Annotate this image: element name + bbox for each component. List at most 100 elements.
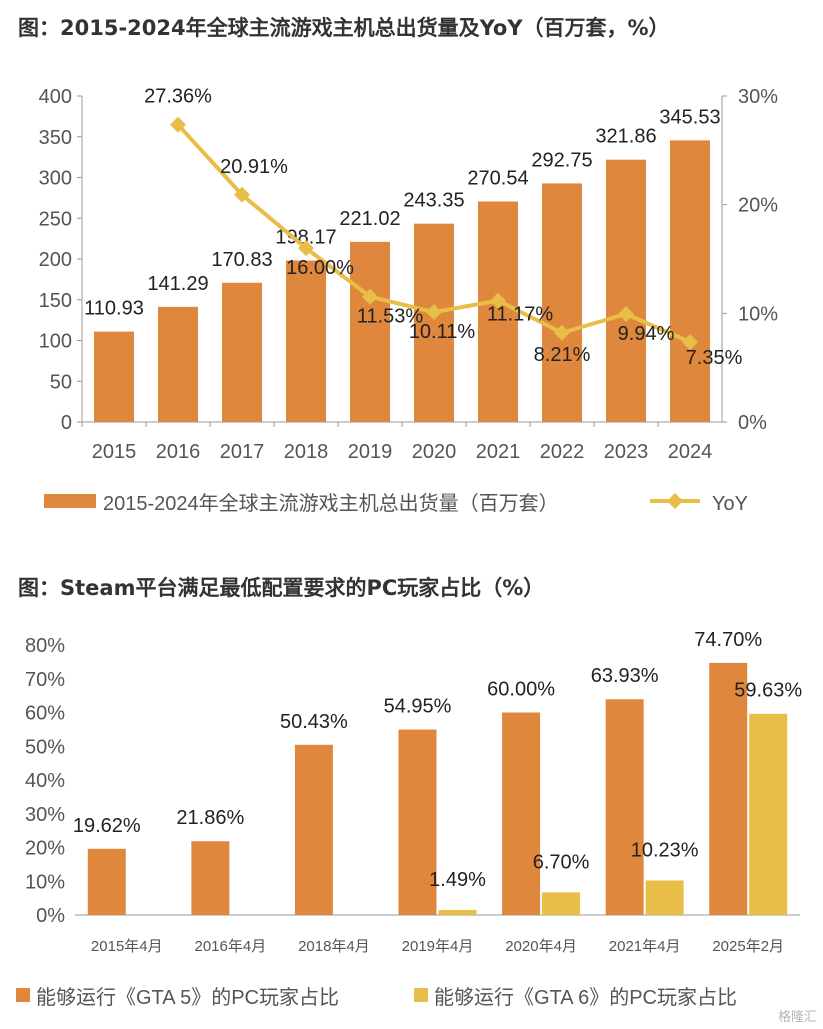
bar bbox=[222, 282, 262, 422]
bar-label: 321.86 bbox=[595, 126, 656, 148]
bar-label: 141.29 bbox=[147, 273, 208, 295]
yoy-marker bbox=[298, 240, 314, 257]
y-tick-label: 80% bbox=[25, 635, 65, 657]
bar-label: 345.53 bbox=[659, 106, 720, 128]
bar-label: 221.02 bbox=[339, 208, 400, 230]
x-tick-label: 2022 bbox=[540, 441, 585, 463]
yoy-marker bbox=[554, 324, 570, 341]
y-tick-label: 100 bbox=[39, 331, 72, 353]
y2-tick-label: 10% bbox=[738, 303, 778, 325]
x-tick-label: 2019年4月 bbox=[402, 938, 474, 955]
x-tick-label: 2016年4月 bbox=[194, 938, 266, 955]
shipments-chart-panel: 图：2015-2024年全球主流游戏主机总出货量及YoY（百万套，%） 0 50 1… bbox=[18, 16, 779, 515]
y-tick-label: 50% bbox=[25, 736, 65, 758]
legend-marker bbox=[667, 493, 683, 509]
bar bbox=[478, 201, 518, 422]
y2-tick-label: 0% bbox=[738, 412, 767, 434]
bar-gta5 bbox=[398, 729, 437, 915]
legend-label: 2015-2024年全球主流游戏主机总出货量（百万套） bbox=[103, 492, 559, 515]
bar bbox=[350, 241, 390, 422]
x-tick-label: 2018 bbox=[284, 441, 329, 463]
y-tick-label: 350 bbox=[39, 127, 72, 149]
legend-swatch-bars bbox=[44, 494, 96, 508]
bar-gta5 bbox=[294, 744, 333, 915]
yoy-marker bbox=[618, 305, 634, 322]
yoy-label: 27.36% bbox=[144, 86, 212, 108]
chart-title: 图：Steam平台满足最低配置要求的PC玩家占比（%） bbox=[18, 576, 545, 600]
y-tick-label: 30% bbox=[25, 804, 65, 826]
watermark: 格隆汇 bbox=[777, 1010, 817, 1025]
bar bbox=[286, 260, 326, 422]
steam-chart: 0% 10% 20% 30% 40% 50% 60% 70% 80% 2015年4月 19.62% 2… bbox=[16, 629, 802, 1009]
y2-tick-label: 20% bbox=[738, 195, 778, 217]
bar-gta6 bbox=[438, 909, 477, 915]
yoy-label: 8.21% bbox=[534, 344, 591, 366]
x-tick-label: 2023 bbox=[604, 441, 649, 463]
y-tick-label: 150 bbox=[39, 290, 72, 312]
bar-gta6 bbox=[542, 892, 581, 915]
y-tick-label: 0 bbox=[61, 412, 72, 434]
legend-swatch-gta6 bbox=[414, 988, 428, 1002]
bar-gta5 bbox=[191, 841, 230, 915]
steam-chart-panel: 图：Steam平台满足最低配置要求的PC玩家占比（%） 0% 10% 20% 30% 4… bbox=[0, 560, 823, 1029]
yoy-marker bbox=[362, 288, 378, 305]
yoy-label: 16.00% bbox=[286, 257, 354, 279]
legend-label: 能够运行《GTA 6》的PC玩家占比 bbox=[434, 986, 737, 1009]
y-tick-label: 40% bbox=[25, 770, 65, 792]
bar-label-gta5: 19.62% bbox=[73, 815, 141, 837]
bar-gta5 bbox=[87, 848, 126, 915]
x-tick-label: 2017 bbox=[220, 441, 265, 463]
x-tick-label: 2021 bbox=[476, 441, 521, 463]
bar-gta5 bbox=[709, 662, 748, 915]
bar bbox=[158, 306, 198, 422]
x-tick-label: 2024 bbox=[668, 441, 713, 463]
bar-label: 243.35 bbox=[403, 190, 464, 212]
x-tick-label: 2018年4月 bbox=[298, 938, 370, 955]
bar-label-gta6: 1.49% bbox=[429, 869, 486, 891]
legend-swatch-gta5 bbox=[16, 988, 30, 1002]
bar-gta6 bbox=[749, 713, 788, 915]
x-tick-label: 2015 bbox=[92, 441, 137, 463]
x-tick-label: 2020年4月 bbox=[505, 938, 577, 955]
bar-label-gta6: 6.70% bbox=[533, 851, 590, 873]
bar-label-gta6: 59.63% bbox=[734, 680, 802, 702]
y-tick-label: 400 bbox=[39, 86, 72, 108]
x-tick-label: 2025年2月 bbox=[712, 938, 784, 955]
bar-label-gta5: 21.86% bbox=[176, 807, 244, 829]
x-tick-label: 2019 bbox=[348, 441, 393, 463]
yoy-label: 11.53% bbox=[357, 306, 424, 328]
bar bbox=[670, 140, 710, 422]
y-tick-label: 70% bbox=[25, 669, 65, 691]
yoy-marker bbox=[170, 116, 186, 133]
x-tick-label: 2015年4月 bbox=[91, 938, 163, 955]
yoy-marker bbox=[490, 292, 506, 309]
yoy-label: 7.35% bbox=[686, 347, 743, 369]
bar-label: 110.93 bbox=[84, 298, 144, 320]
x-tick-label: 2016 bbox=[156, 441, 201, 463]
bar-label: 292.75 bbox=[531, 149, 592, 171]
yoy-label: 9.94% bbox=[618, 323, 675, 345]
bar bbox=[414, 223, 454, 422]
y-tick-label: 50 bbox=[50, 371, 72, 393]
yoy-marker bbox=[234, 186, 250, 203]
y-tick-label: 300 bbox=[39, 168, 72, 190]
bar-label-gta5: 63.93% bbox=[591, 665, 659, 687]
yoy-label: 20.91% bbox=[220, 156, 288, 178]
bar-label: 198.17 bbox=[275, 226, 336, 248]
shipments-chart: 0 50 100 150 200 250 300 350 400 0% 10% 20% 30% 2015 1… bbox=[39, 86, 779, 515]
yoy-marker bbox=[682, 334, 698, 351]
x-tick-label: 2020 bbox=[412, 441, 457, 463]
bar bbox=[606, 159, 646, 423]
yoy-label: 10.11% bbox=[409, 321, 476, 343]
bar bbox=[542, 183, 582, 422]
y-tick-label: 20% bbox=[25, 838, 65, 860]
bar bbox=[94, 331, 134, 422]
y-tick-label: 60% bbox=[25, 703, 65, 725]
bar-label-gta5: 60.00% bbox=[487, 679, 555, 701]
y-tick-label: 0% bbox=[36, 905, 65, 927]
y-tick-label: 10% bbox=[25, 871, 65, 893]
legend-label: YoY bbox=[712, 493, 748, 515]
bar-label-gta5: 54.95% bbox=[384, 696, 452, 718]
bar-gta5 bbox=[605, 699, 644, 915]
y-tick-label: 250 bbox=[39, 208, 72, 230]
